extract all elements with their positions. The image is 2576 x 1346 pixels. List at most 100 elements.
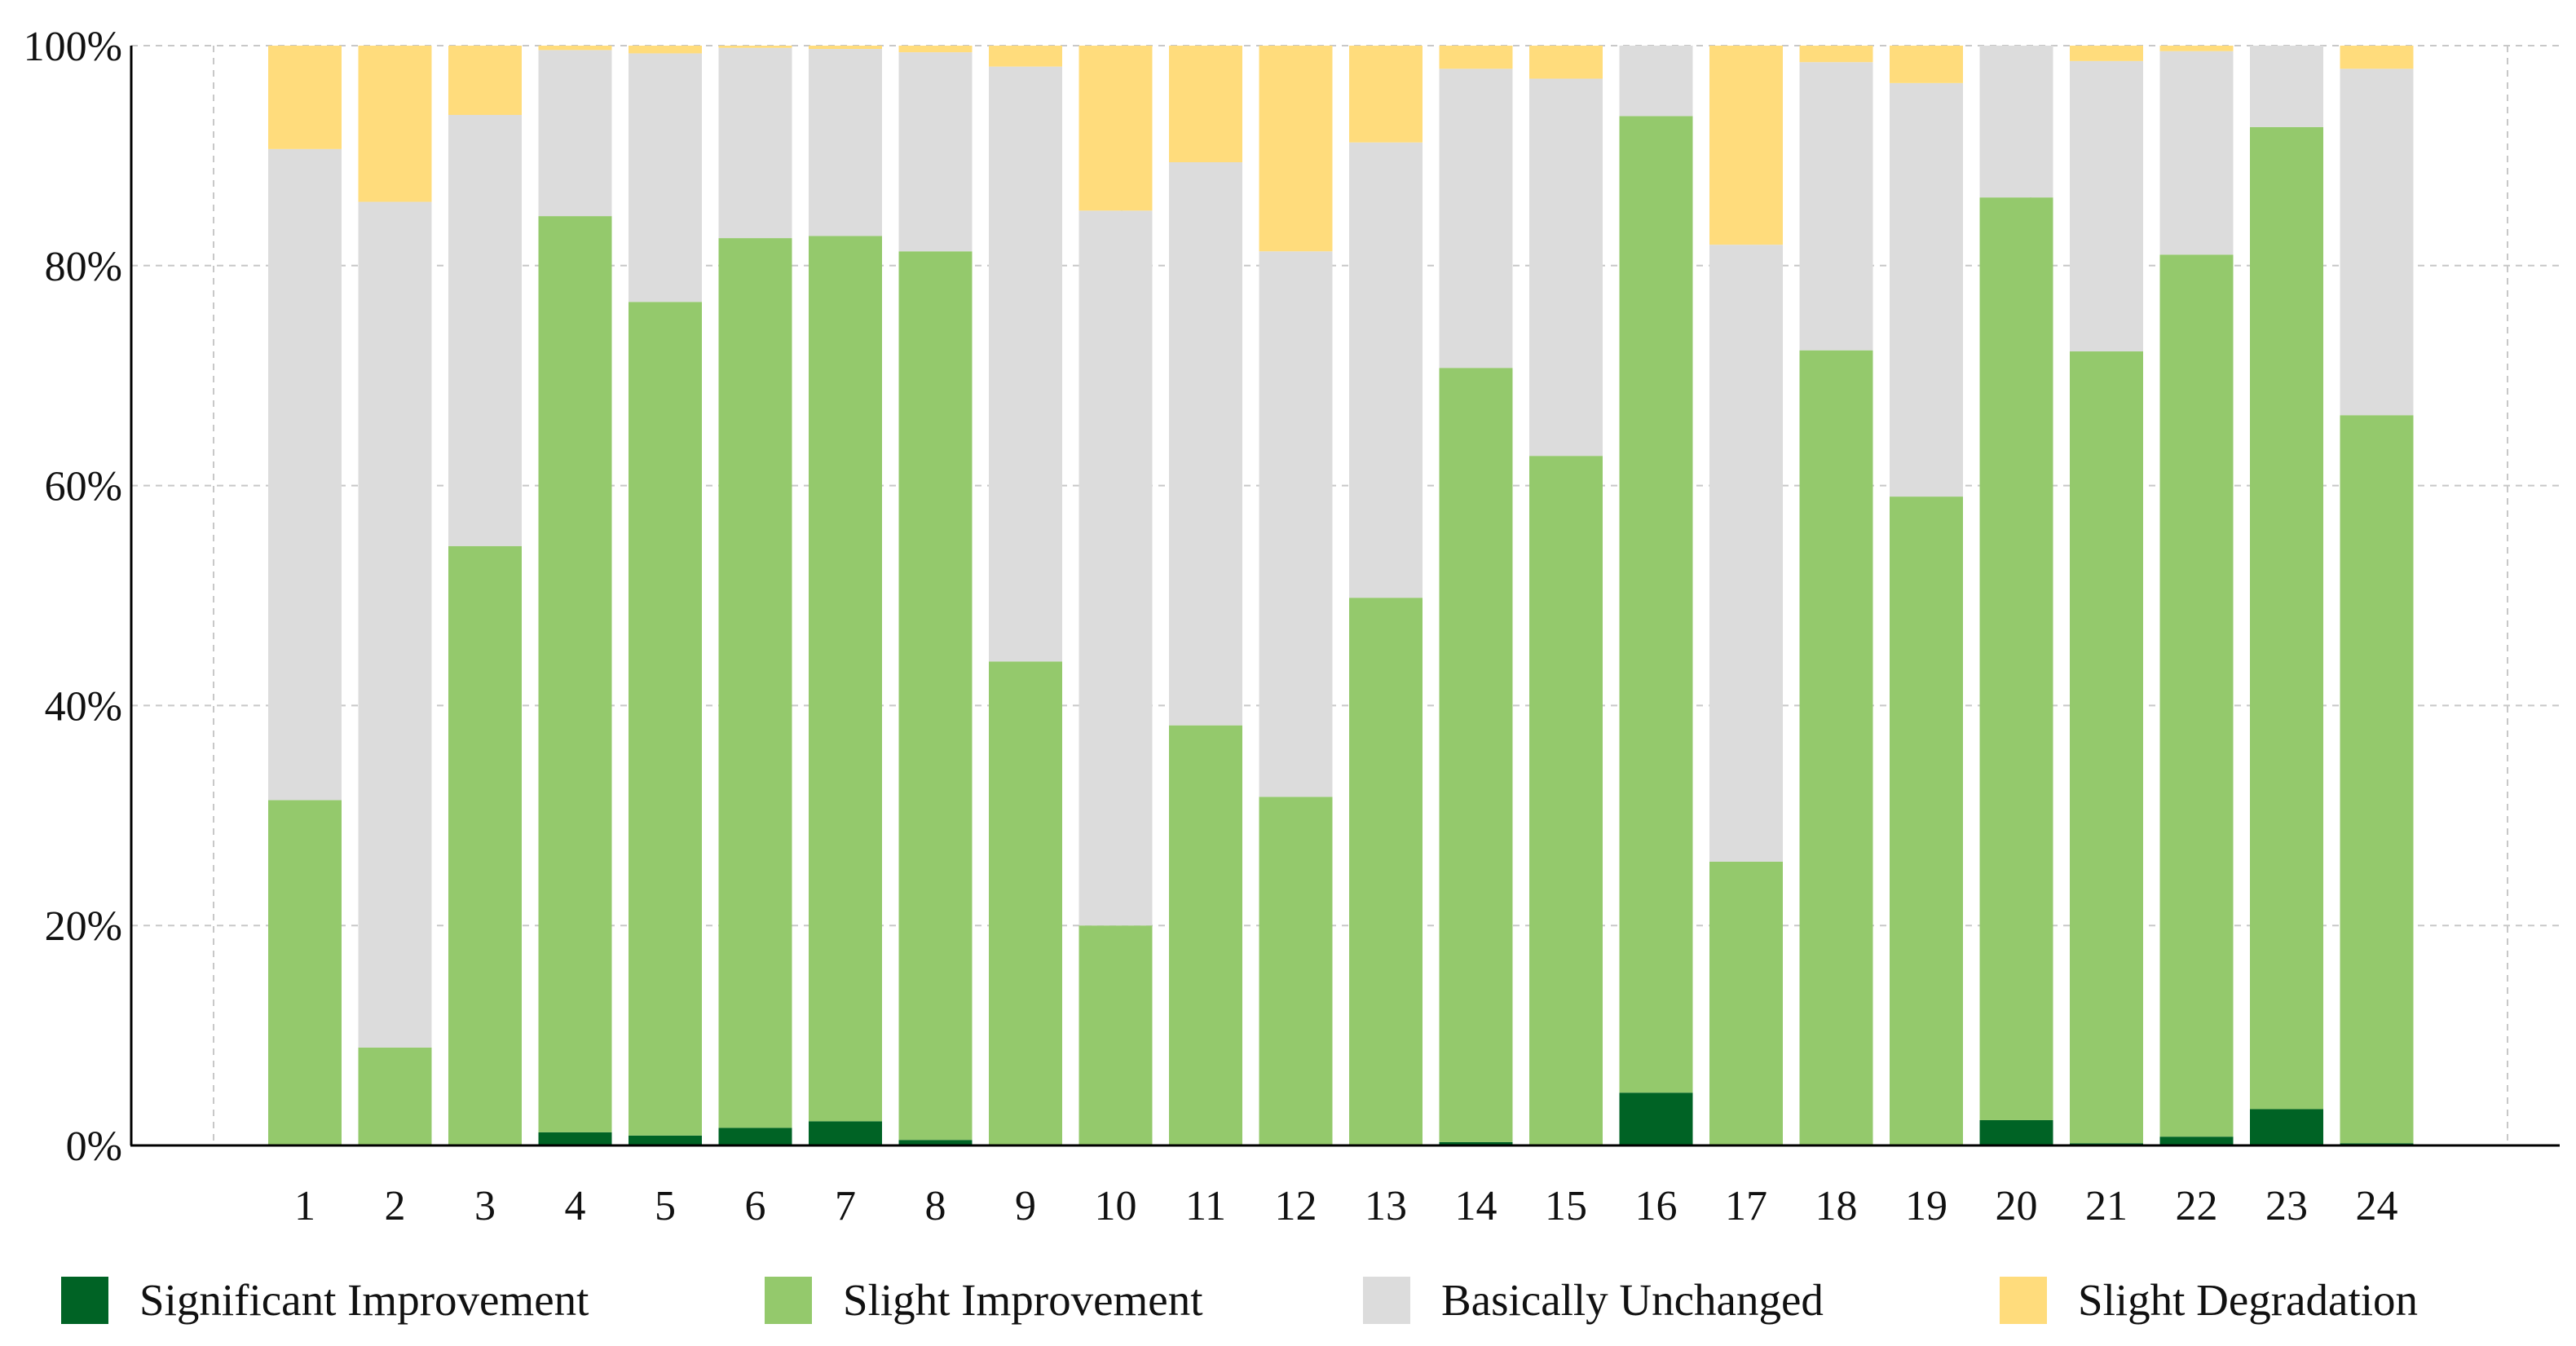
legend-label: Basically Unchanged (1441, 1275, 1824, 1325)
bar-segment (1890, 496, 1963, 1145)
x-tick-label: 2 (385, 1183, 406, 1229)
bar-segment (898, 46, 973, 53)
y-tick-label: 80% (45, 244, 122, 290)
legend-label: Slight Improvement (843, 1275, 1203, 1325)
bar-segment (1439, 1141, 1513, 1145)
bar-segment (538, 50, 612, 217)
legend-swatch (61, 1276, 108, 1324)
x-tick-label: 19 (1905, 1183, 1947, 1229)
bar-segment (1349, 46, 1423, 143)
bar-segment (1078, 210, 1153, 926)
bar-segment (629, 1135, 702, 1145)
legend-item-slight-degradation: Slight Degradation (2000, 1274, 2418, 1326)
bar-segment (268, 800, 342, 1145)
bar-segment (2070, 60, 2143, 352)
legend: Significant Improvement Slight Improveme… (0, 1260, 2576, 1341)
bar-segment (1799, 350, 1873, 1146)
bar-segment (1259, 46, 1333, 252)
bar-segment (2159, 46, 2234, 51)
bar-segment (1439, 68, 1513, 368)
bars (268, 46, 2414, 1146)
x-tick-label: 18 (1815, 1183, 1858, 1229)
bar-segment (538, 46, 612, 51)
bar-segment (1799, 46, 1873, 63)
bar-segment (1709, 245, 1783, 862)
bar-segment (989, 46, 1062, 67)
x-tick-label: 24 (2356, 1183, 2398, 1229)
x-tick-label: 15 (1545, 1183, 1587, 1229)
x-tick-label: 5 (655, 1183, 676, 1229)
bar-segment (1078, 925, 1153, 1145)
bar-segment (2340, 415, 2414, 1144)
x-tick-label: 8 (925, 1183, 946, 1229)
bar-segment (1799, 62, 1873, 351)
bar-segment (538, 216, 612, 1132)
bar-segment (1169, 725, 1242, 1145)
y-tick-labels: 0% 20% 40% 60% 80% 100% (24, 24, 122, 1170)
x-tick-label: 21 (2085, 1183, 2128, 1229)
bar-segment (1529, 78, 1603, 457)
bar-segment (1619, 46, 1693, 117)
bar-segment (718, 47, 792, 239)
bar-segment (2340, 46, 2414, 69)
bar-segment (2159, 1136, 2234, 1145)
bar-segment (1979, 46, 2053, 198)
legend-swatch (1363, 1276, 1410, 1324)
bar-segment (1259, 797, 1333, 1145)
x-tick-label: 16 (1635, 1183, 1678, 1229)
bar-segment (1169, 46, 1242, 162)
legend-label: Slight Degradation (2078, 1275, 2419, 1325)
bar-segment (1078, 46, 1153, 211)
legend-item-basically-unchanged: Basically Unchanged (1363, 1274, 1824, 1326)
bar-segment (448, 114, 522, 546)
bar-segment (2340, 68, 2414, 416)
x-tick-label: 14 (1455, 1183, 1498, 1229)
bar-segment (1890, 82, 1963, 497)
gridlines (131, 45, 2560, 1145)
bar-segment (809, 49, 882, 236)
y-tick-label: 100% (24, 24, 122, 70)
bar-segment (898, 251, 973, 1141)
bar-segment (718, 1128, 792, 1145)
bar-segment (898, 1140, 973, 1145)
bar-segment (989, 661, 1062, 1145)
bar-segment (2250, 46, 2323, 127)
x-tick-label: 3 (474, 1183, 496, 1229)
x-tick-label: 17 (1725, 1183, 1767, 1229)
bar-segment (358, 1047, 432, 1145)
bar-segment (358, 201, 432, 1048)
bar-segment (898, 52, 973, 252)
bar-segment (2159, 51, 2234, 255)
bar-segment (629, 46, 702, 54)
bar-segment (2070, 46, 2143, 61)
bar-segment (809, 46, 882, 50)
axes (130, 46, 2560, 1147)
bar-segment (448, 545, 522, 1145)
bar-segment (2250, 126, 2323, 1110)
bar-segment (2159, 254, 2234, 1137)
legend-label: Significant Improvement (139, 1275, 589, 1325)
bar-segment (1979, 1119, 2053, 1145)
bar-segment (1349, 598, 1423, 1145)
bar-segment (538, 1132, 612, 1145)
bar-segment (1259, 251, 1333, 797)
bar-segment (358, 46, 432, 202)
x-tick-label: 9 (1015, 1183, 1036, 1229)
x-tick-label: 1 (294, 1183, 315, 1229)
bar-segment (1619, 116, 1693, 1093)
bar-segment (1349, 142, 1423, 598)
bar-segment (1439, 368, 1513, 1142)
x-tick-label: 23 (2265, 1183, 2308, 1229)
x-tick-label: 4 (565, 1183, 586, 1229)
bar-segment (809, 236, 882, 1122)
bar-segment (718, 238, 792, 1128)
bar-segment (989, 66, 1062, 662)
y-tick-label: 0% (66, 1123, 122, 1170)
bar-segment (718, 46, 792, 48)
bar-segment (448, 46, 522, 115)
bar-segment (1979, 197, 2053, 1120)
x-tick-label: 7 (835, 1183, 856, 1229)
stacked-bar-chart: 0%20%40%60%80%100% 1 2 3 4 5 6 7 8 9 10 11 12 13 14 15… (24, 24, 2560, 1229)
bar-segment (1709, 861, 1783, 1145)
x-tick-label: 10 (1095, 1183, 1137, 1229)
